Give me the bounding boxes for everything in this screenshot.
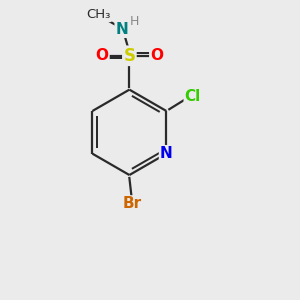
Text: Cl: Cl — [185, 89, 201, 104]
Text: N: N — [160, 146, 173, 161]
Text: N: N — [116, 22, 128, 37]
Text: S: S — [123, 47, 135, 65]
Text: H: H — [130, 15, 140, 28]
Text: O: O — [95, 48, 109, 63]
Text: CH₃: CH₃ — [86, 8, 111, 21]
Text: O: O — [150, 48, 163, 63]
Text: Br: Br — [122, 196, 141, 211]
